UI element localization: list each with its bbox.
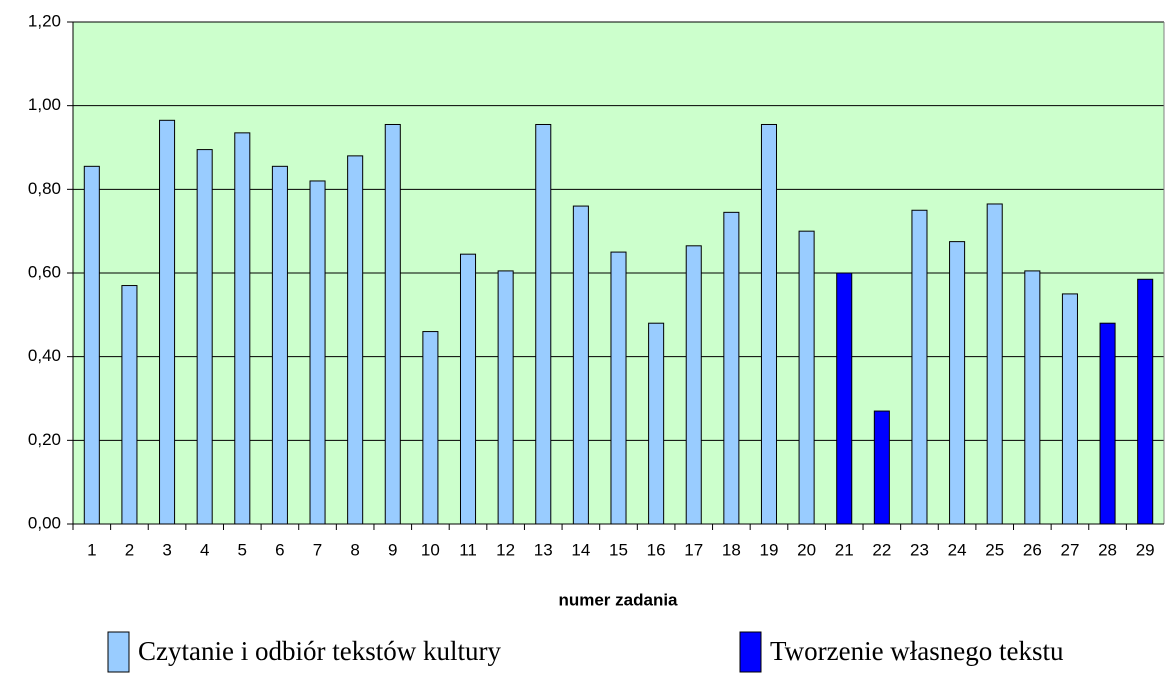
x-tick-label: 12	[496, 540, 515, 559]
x-tick-label: 17	[684, 540, 703, 559]
x-tick-label: 20	[797, 540, 816, 559]
x-tick-label: 21	[835, 540, 854, 559]
bar	[986, 203, 1003, 525]
x-tick-label: 18	[722, 540, 741, 559]
y-tick-label: 0,20	[28, 430, 61, 449]
y-tick-label: 1,00	[28, 95, 61, 114]
bar	[911, 209, 928, 525]
legend-label: Tworzenie własnego tekstu	[770, 636, 1064, 666]
bar	[760, 123, 778, 525]
bar	[648, 322, 665, 525]
bar	[347, 155, 364, 525]
x-tick-label: 4	[200, 540, 209, 559]
y-tick-label: 0,40	[28, 346, 61, 365]
y-tick-label: 1,20	[28, 11, 61, 30]
bar	[1099, 322, 1116, 525]
bar	[1061, 293, 1078, 525]
x-tick-label: 10	[421, 540, 440, 559]
x-tick-label: 2	[125, 540, 134, 559]
legend-swatch	[107, 631, 130, 673]
bar	[159, 119, 176, 525]
y-tick-label: 0,60	[28, 262, 61, 281]
x-tick-label: 26	[1023, 540, 1042, 559]
x-tick-label: 27	[1060, 540, 1079, 559]
bar	[572, 205, 589, 525]
bar	[836, 272, 853, 525]
bar	[497, 270, 514, 525]
y-tick-label: 0,80	[28, 179, 61, 198]
legend-swatch	[739, 631, 762, 673]
bar	[196, 149, 213, 525]
bar	[873, 410, 890, 525]
x-tick-label: 9	[388, 540, 397, 559]
bar	[459, 253, 477, 525]
x-tick-label: 6	[275, 540, 284, 559]
bar	[422, 331, 439, 525]
x-tick-label: 14	[571, 540, 590, 559]
x-tick-label: 1	[87, 540, 96, 559]
bar	[949, 241, 966, 525]
bar	[121, 285, 138, 525]
bar	[234, 132, 251, 525]
bar	[309, 180, 326, 525]
bar	[610, 251, 627, 525]
bar	[271, 165, 288, 525]
x-tick-label: 22	[872, 540, 891, 559]
x-tick-label: 8	[350, 540, 359, 559]
bar	[384, 123, 401, 525]
x-tick-label: 23	[910, 540, 929, 559]
x-tick-label: 7	[313, 540, 322, 559]
bar	[723, 211, 740, 525]
x-tick-label: 29	[1136, 540, 1155, 559]
x-tick-label: 13	[534, 540, 553, 559]
legend-label: Czytanie i odbiór tekstów kultury	[138, 636, 501, 666]
x-tick-label: 11	[459, 540, 477, 559]
x-tick-label: 16	[647, 540, 666, 559]
x-tick-label: 24	[948, 540, 967, 559]
x-tick-label: 3	[162, 540, 171, 559]
bar	[535, 123, 552, 525]
x-tick-label: 28	[1098, 540, 1117, 559]
bar	[798, 230, 815, 525]
x-tick-label: 25	[985, 540, 1004, 559]
bar	[685, 245, 702, 525]
x-tick-label: 19	[760, 540, 779, 559]
bar	[1024, 270, 1041, 525]
x-tick-label: 5	[238, 540, 247, 559]
y-tick-label: 0,00	[28, 513, 61, 532]
bar	[1137, 278, 1154, 525]
bar	[83, 165, 100, 525]
x-axis-label: numer zadania	[558, 590, 678, 609]
x-tick-label: 15	[609, 540, 628, 559]
